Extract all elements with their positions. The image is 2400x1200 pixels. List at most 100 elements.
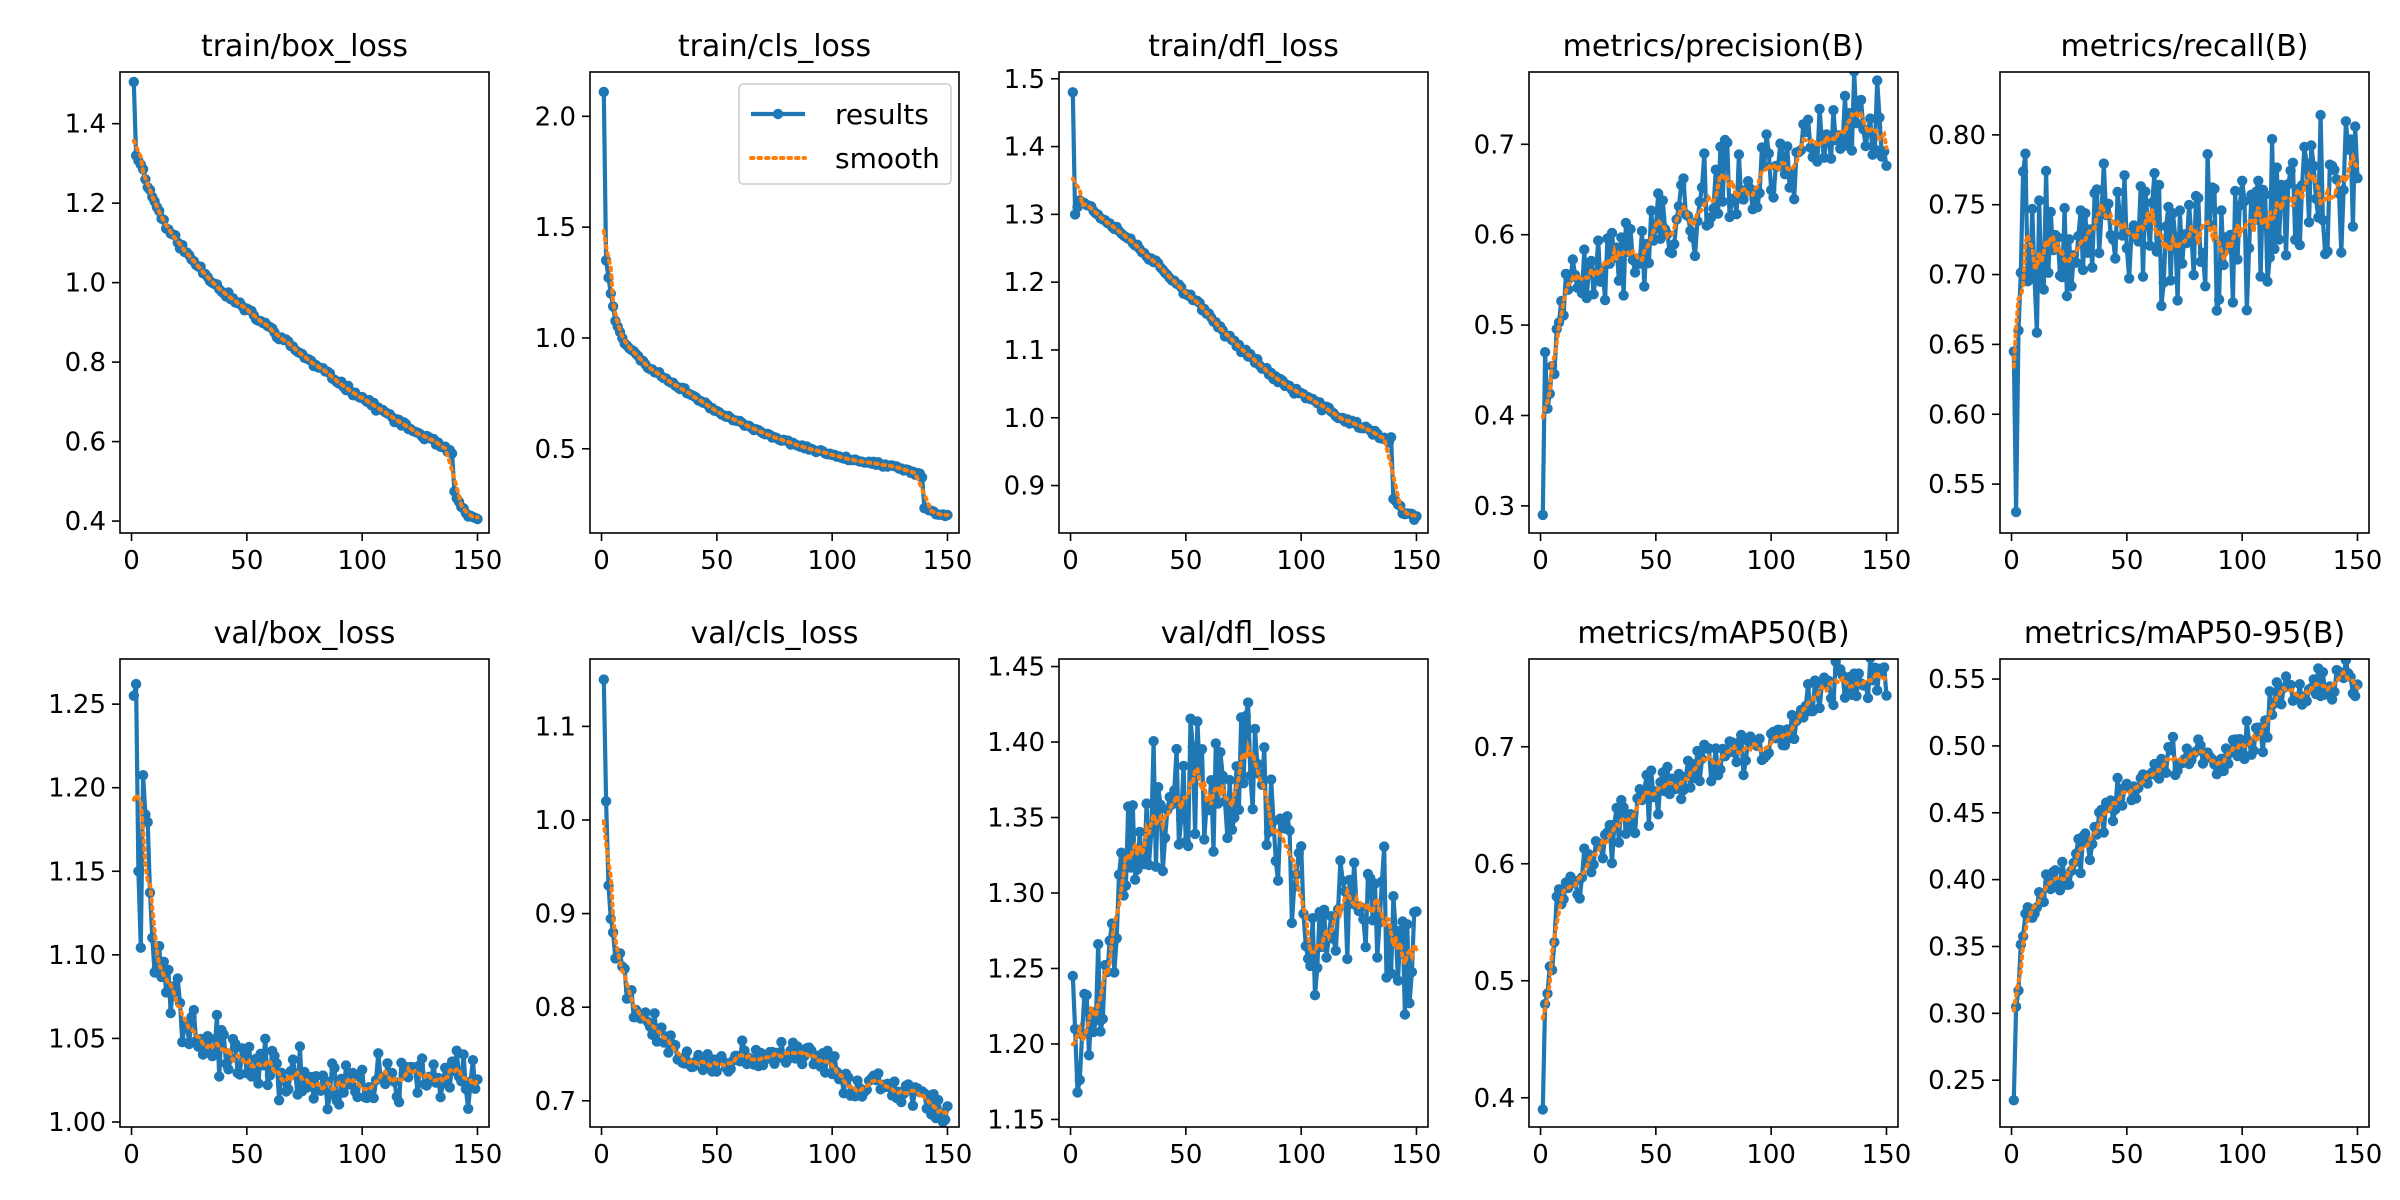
x-tick-label: 0 — [123, 1140, 140, 1170]
results-data-point — [428, 1059, 439, 1070]
results-data-point — [1629, 267, 1641, 278]
results-data-point — [1579, 244, 1590, 255]
results-data-point — [737, 1035, 748, 1046]
results-data-point — [2177, 258, 2188, 269]
results-data-point — [1178, 760, 1189, 772]
results-data-point — [211, 1009, 223, 1021]
results-data-point — [2269, 243, 2280, 255]
chart-panel: train/dfl_loss 0 50 100 150 0.9 1.0 1.1 1.2 1.3 1.… — [1004, 29, 1442, 576]
results-data-point — [1879, 662, 1890, 673]
results-data-point — [942, 1101, 953, 1112]
results-data-point — [1851, 690, 1862, 702]
results-data-point — [1567, 254, 1579, 265]
results-data-point — [2038, 284, 2049, 295]
results-data-point — [1309, 990, 1321, 1001]
y-tick-label: 1.1 — [1004, 336, 1045, 366]
results-data-point — [2329, 686, 2340, 697]
results-data-point — [1388, 891, 1399, 902]
results-data-point — [1272, 875, 1284, 886]
y-tick-label: 0.5 — [1474, 311, 1515, 341]
results-data-point — [2110, 253, 2121, 264]
panel-title: train/dfl_loss — [1148, 29, 1339, 64]
results-data-point — [2271, 677, 2282, 688]
results-data-point — [640, 1007, 651, 1018]
y-tick-label: 0.6 — [1474, 221, 1515, 251]
results-data-point — [308, 1093, 319, 1104]
x-tick-label: 50 — [1639, 1140, 1672, 1170]
results-data-point — [1606, 858, 1618, 869]
results-data-point — [1706, 776, 1717, 787]
results-data-point — [2285, 679, 2296, 691]
results-data-point — [2234, 733, 2245, 745]
results-data-point — [1083, 1050, 1095, 1061]
y-tick-label: 0.9 — [535, 900, 576, 930]
results-data-point — [2271, 162, 2282, 173]
results-data-point — [1616, 232, 1627, 243]
results-data-point — [2308, 674, 2319, 685]
results-data-point — [1284, 825, 1295, 836]
results-data-point — [253, 1078, 264, 1089]
y-tick-label: 0.9 — [1004, 472, 1045, 502]
x-tick-label: 100 — [1276, 546, 1326, 576]
results-data-point — [1814, 702, 1825, 714]
results-data-point — [2243, 243, 2255, 254]
results-data-point — [2209, 183, 2220, 194]
results-data-point — [2303, 217, 2315, 228]
results-data-point — [1862, 692, 1874, 704]
results-data-point — [214, 1071, 225, 1082]
results-data-point — [1296, 841, 1307, 852]
results-data-point — [896, 1096, 907, 1108]
results-data-point — [368, 1092, 379, 1104]
results-data-point — [1109, 967, 1120, 978]
x-tick-label: 100 — [1746, 546, 1796, 576]
chart-panel: train/box_loss 0 50 100 150 0.4 0.6 0.8 1.0 1.2 1.… — [65, 29, 503, 576]
results-data-point — [1595, 276, 1606, 287]
results-data-point — [1881, 690, 1892, 701]
results-data-point — [1148, 736, 1159, 747]
results-data-point — [2197, 247, 2209, 258]
x-tick-label: 150 — [453, 1140, 503, 1170]
results-data-point — [1222, 832, 1233, 844]
results-data-point — [1710, 164, 1722, 175]
x-tick-label: 50 — [700, 546, 733, 576]
results-data-point — [294, 1041, 306, 1052]
y-tick-label: 0.60 — [1928, 400, 1986, 430]
y-tick-label: 1.35 — [987, 804, 1045, 834]
x-tick-label: 100 — [807, 546, 857, 576]
results-data-point — [1539, 347, 1551, 358]
results-data-point — [1134, 826, 1145, 838]
results-data-point — [1609, 819, 1620, 830]
results-data-point — [1613, 837, 1625, 848]
results-series-line — [1070, 92, 1419, 522]
results-data-point — [1738, 194, 1749, 205]
results-data-point — [1618, 290, 1629, 301]
results-data-point — [621, 993, 633, 1004]
results-data-point — [2241, 305, 2252, 316]
axes-frame — [1999, 658, 2370, 1128]
results-data-point — [1095, 1026, 1106, 1037]
y-tick-label: 1.00 — [48, 1108, 106, 1138]
y-tick-label: 1.0 — [1004, 404, 1045, 434]
results-data-point — [264, 1070, 276, 1081]
x-tick-label: 0 — [593, 546, 610, 576]
results-data-point — [2107, 234, 2119, 245]
results-data-point — [2200, 281, 2211, 292]
results-data-point — [1325, 911, 1337, 922]
axes-frame — [1528, 658, 1899, 1128]
results-data-point — [2340, 116, 2352, 127]
y-tick-label: 1.0 — [65, 269, 106, 299]
results-data-point — [2287, 157, 2299, 168]
results-data-point — [2075, 867, 2086, 879]
x-tick-label: 50 — [1169, 546, 1202, 576]
results-data-point — [386, 1067, 398, 1079]
results-data-point — [1406, 966, 1418, 978]
results-data-point — [2260, 189, 2271, 200]
results-data-point — [444, 1082, 455, 1093]
results-data-point — [1196, 744, 1208, 755]
results-data-point — [1643, 820, 1655, 831]
results-data-point — [1657, 195, 1669, 206]
results-data-point — [223, 1064, 234, 1075]
results-data-point — [1169, 785, 1180, 796]
results-data-point — [1097, 1013, 1109, 1025]
results-data-point — [940, 1114, 951, 1126]
